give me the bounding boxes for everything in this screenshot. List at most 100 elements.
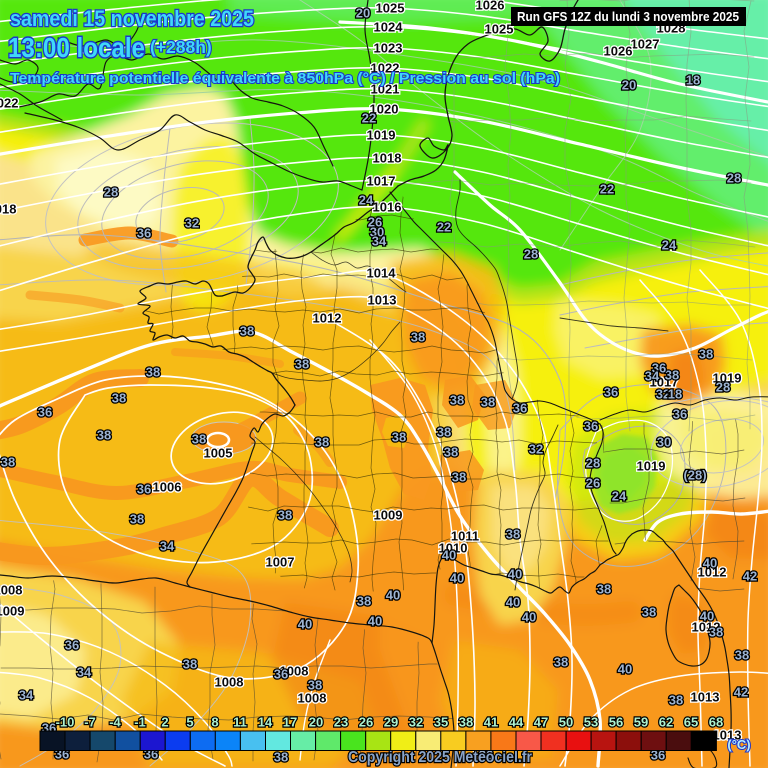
svg-text:30: 30 [370, 225, 384, 240]
svg-text:-4: -4 [109, 715, 121, 730]
svg-text:1012: 1012 [698, 565, 727, 580]
svg-text:38: 38 [665, 368, 679, 383]
svg-text:1008: 1008 [280, 664, 309, 679]
svg-text:1008: 1008 [215, 675, 244, 690]
svg-text:38: 38 [315, 435, 329, 450]
svg-text:26: 26 [359, 715, 373, 730]
svg-text:34: 34 [372, 234, 387, 249]
svg-text:1006: 1006 [153, 480, 182, 495]
svg-text:1023: 1023 [374, 41, 403, 56]
svg-text:5: 5 [186, 715, 193, 730]
svg-text:1022: 1022 [0, 96, 18, 111]
svg-text:1014: 1014 [367, 266, 397, 281]
svg-text:29: 29 [384, 715, 398, 730]
svg-text:28: 28 [727, 171, 741, 186]
svg-text:38: 38 [450, 393, 464, 408]
svg-text:38: 38 [146, 365, 160, 380]
svg-text:38: 38 [481, 395, 495, 410]
svg-text:1016: 1016 [373, 200, 402, 215]
svg-text:38: 38 [392, 430, 406, 445]
svg-text:1019: 1019 [367, 128, 396, 143]
svg-text:38: 38 [278, 508, 292, 523]
svg-text:32: 32 [409, 715, 423, 730]
svg-text:30: 30 [657, 435, 671, 450]
svg-text:38: 38 [97, 428, 111, 443]
svg-text:20: 20 [622, 78, 636, 93]
svg-text:20: 20 [356, 6, 370, 21]
svg-text:44: 44 [509, 715, 524, 730]
svg-text:1013: 1013 [368, 293, 397, 308]
svg-text:38: 38 [308, 678, 322, 693]
svg-text:38: 38 [130, 512, 144, 527]
svg-text:38: 38 [699, 347, 713, 362]
svg-text:36: 36 [584, 419, 598, 434]
svg-text:1021: 1021 [371, 82, 400, 97]
svg-text:1027: 1027 [631, 37, 660, 52]
svg-text:2: 2 [161, 715, 168, 730]
svg-text:1012: 1012 [313, 311, 342, 326]
svg-text:36: 36 [673, 407, 687, 422]
svg-text:40: 40 [508, 567, 522, 582]
svg-text:1013: 1013 [713, 728, 742, 743]
svg-text:1017: 1017 [367, 174, 396, 189]
svg-text:8: 8 [211, 715, 218, 730]
svg-text:(+288h): (+288h) [150, 37, 212, 57]
svg-text:40: 40 [386, 588, 400, 603]
svg-text:38: 38 [459, 715, 473, 730]
svg-text:28: 28 [716, 380, 730, 395]
svg-text:1008: 1008 [298, 691, 327, 706]
svg-text:1025: 1025 [376, 1, 405, 16]
svg-text:1026: 1026 [604, 44, 633, 59]
svg-text:40: 40 [522, 610, 536, 625]
svg-text:53: 53 [584, 715, 598, 730]
svg-text:14: 14 [258, 715, 273, 730]
svg-text:(28): (28) [683, 468, 706, 483]
svg-text:50: 50 [559, 715, 573, 730]
svg-text:24: 24 [359, 193, 374, 208]
svg-text:62: 62 [659, 715, 673, 730]
svg-text:1022: 1022 [371, 61, 400, 76]
svg-text:32: 32 [529, 442, 543, 457]
svg-text:56: 56 [609, 715, 623, 730]
svg-text:26: 26 [368, 215, 382, 230]
svg-text:23: 23 [334, 715, 348, 730]
svg-text:68: 68 [709, 715, 723, 730]
svg-text:1010: 1010 [439, 541, 468, 556]
svg-text:36: 36 [274, 667, 288, 682]
svg-text:40: 40 [618, 662, 632, 677]
svg-text:samedi 15 novembre 2025: samedi 15 novembre 2025 [10, 6, 254, 31]
svg-text:1008: 1008 [0, 583, 22, 598]
svg-text:36: 36 [38, 405, 52, 420]
svg-text:34: 34 [77, 665, 92, 680]
svg-text:36: 36 [604, 385, 618, 400]
svg-text:22: 22 [437, 220, 451, 235]
svg-text:24: 24 [662, 238, 677, 253]
svg-text:Température potentielle équiva: Température potentielle équivalente à 85… [10, 70, 560, 87]
svg-text:40: 40 [700, 609, 714, 624]
svg-text:34: 34 [645, 369, 660, 384]
svg-text:17: 17 [283, 715, 297, 730]
svg-text:42: 42 [743, 569, 757, 584]
svg-text:38: 38 [357, 594, 371, 609]
svg-text:1007: 1007 [266, 555, 295, 570]
svg-text:34: 34 [19, 688, 34, 703]
svg-text:28: 28 [524, 247, 538, 262]
svg-text:28: 28 [104, 185, 118, 200]
svg-text:1011: 1011 [451, 529, 479, 544]
svg-text:-7: -7 [84, 715, 96, 730]
svg-text:1018: 1018 [373, 151, 402, 166]
svg-text:1024: 1024 [374, 20, 404, 35]
svg-text:1005: 1005 [204, 446, 233, 461]
svg-text:40: 40 [368, 614, 382, 629]
svg-text:47: 47 [534, 715, 548, 730]
svg-text:1012: 1012 [692, 620, 721, 635]
svg-text:-10: -10 [56, 715, 75, 730]
svg-text:38: 38 [1, 455, 15, 470]
svg-text:28: 28 [586, 456, 600, 471]
svg-text:24: 24 [612, 489, 627, 504]
svg-text:38: 38 [642, 605, 656, 620]
svg-text:65: 65 [684, 715, 698, 730]
svg-text:Copyright 2025 Meteociel.fr: Copyright 2025 Meteociel.fr [348, 749, 532, 766]
svg-text:35: 35 [434, 715, 448, 730]
svg-text:38: 38 [295, 357, 309, 372]
